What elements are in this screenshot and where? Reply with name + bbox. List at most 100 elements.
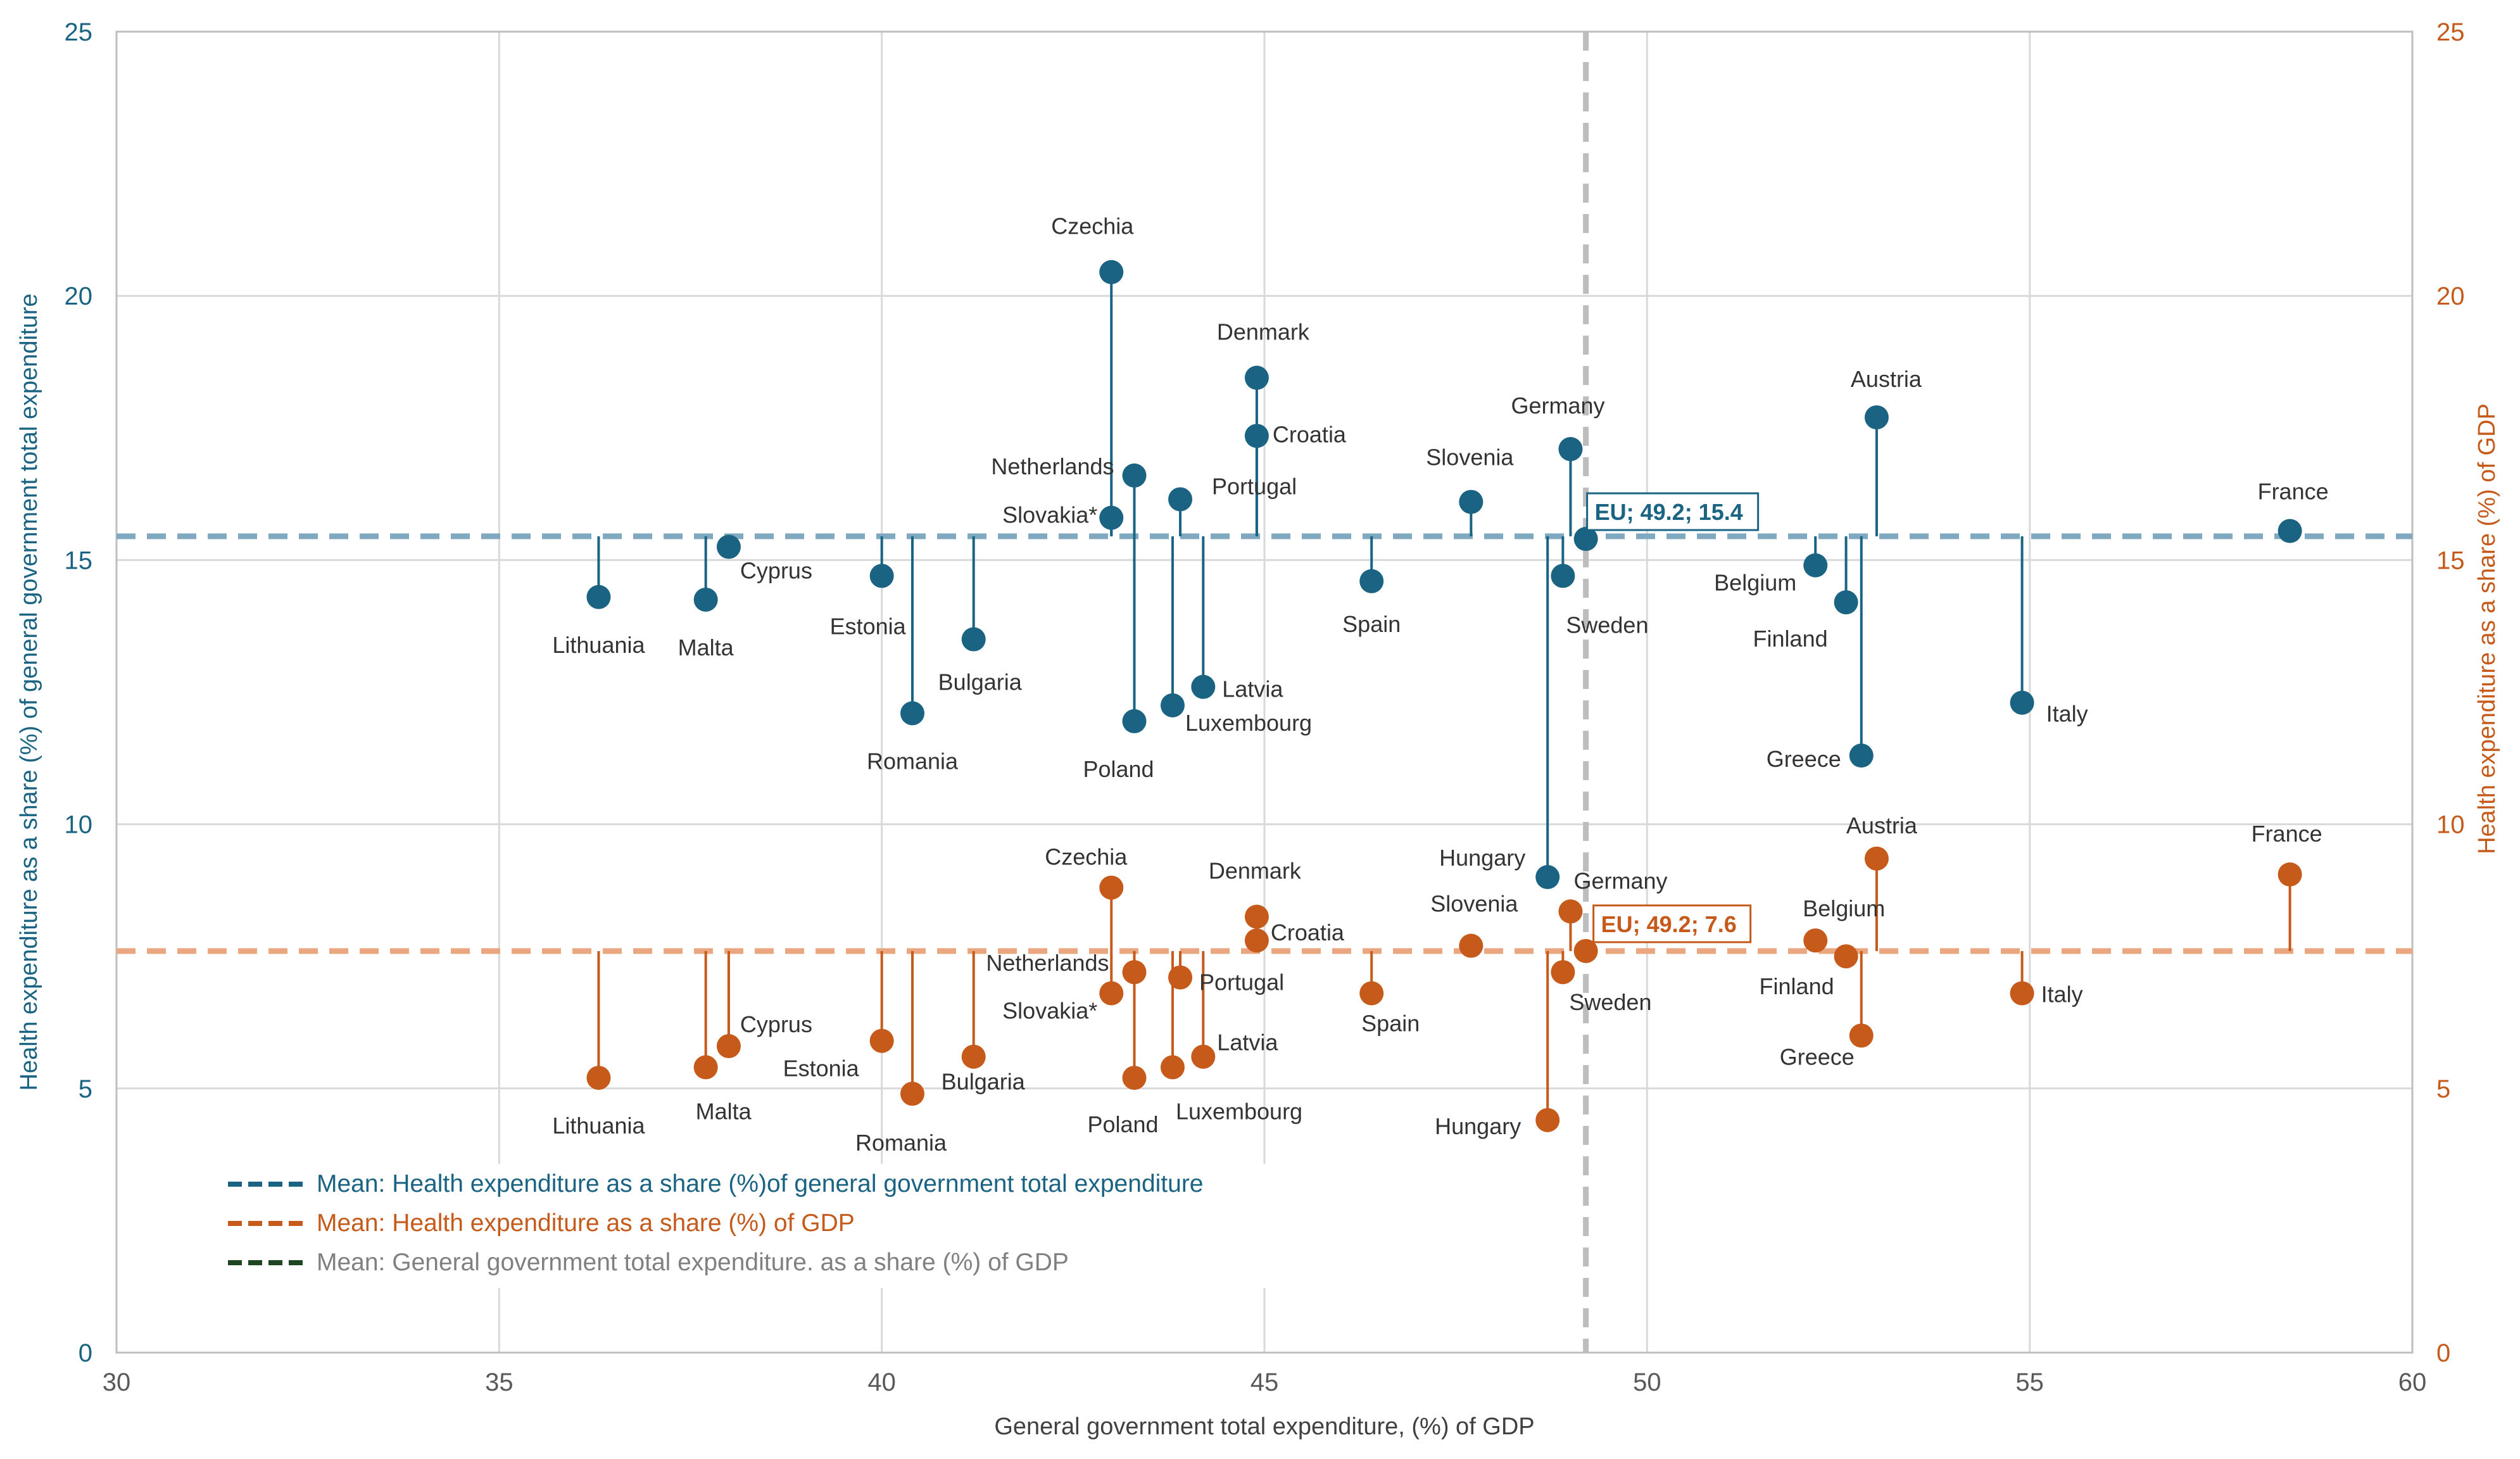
point-label-latvia-gov: Latvia: [1222, 676, 1283, 702]
eu-callout-label-gdp: EU; 49.2; 7.6: [1601, 911, 1737, 937]
point-label-italy-gov: Italy: [2046, 701, 2088, 727]
point-luxembourg-gdp: [1160, 1055, 1185, 1080]
x-tick-label: 35: [485, 1368, 513, 1396]
point-label-italy-gdp: Italy: [2041, 982, 2083, 1007]
x-tick-label: 40: [867, 1368, 896, 1396]
plot-frame: [115, 30, 2414, 1354]
mean-lines: [117, 32, 2412, 1353]
point-estonia-gdp: [869, 1028, 894, 1053]
point-label-lithuania-gov: Lithuania: [552, 632, 645, 658]
point-eu-gov: [1573, 527, 1598, 552]
point-label-portugal-gov: Portugal: [1212, 473, 1297, 499]
point-label-austria-gov: Austria: [1851, 366, 1922, 392]
point-hungary-gov: [1535, 865, 1560, 890]
point-label-luxembourg-gov: Luxembourg: [1185, 710, 1312, 736]
point-netherlands-gdp: [1122, 960, 1147, 985]
legend-background: [215, 1164, 1431, 1288]
x-tick-label: 30: [103, 1368, 131, 1396]
point-label-latvia-gdp: Latvia: [1217, 1030, 1278, 1056]
point-label-slovenia-gov: Slovenia: [1426, 445, 1514, 471]
point-lithuania-gdp: [586, 1066, 611, 1090]
point-sweden-gov: [1551, 564, 1575, 588]
point-germany-gov: [1558, 437, 1583, 462]
point-hungary-gdp: [1535, 1108, 1560, 1132]
point-label-poland-gov: Poland: [1083, 756, 1154, 782]
point-eu-gdp: [1573, 938, 1598, 963]
point-sweden-gdp: [1551, 960, 1575, 985]
y-left-tick-label: 15: [65, 546, 93, 574]
point-spain-gov: [1359, 569, 1384, 593]
point-germany-gdp: [1558, 899, 1583, 924]
point-denmark-gdp: [1244, 904, 1269, 929]
point-finland-gdp: [1834, 944, 1858, 969]
point-netherlands-gov: [1122, 463, 1147, 488]
point-label-spain-gov: Spain: [1342, 611, 1401, 637]
y-left-tick-label: 5: [79, 1075, 92, 1103]
y-right-axis-title: Health expenditure as a share (%) of GDP: [2474, 403, 2500, 854]
point-croatia-gdp: [1244, 928, 1269, 953]
point-label-slovenia-gdp: Slovenia: [1430, 891, 1518, 917]
point-label-greece-gov: Greece: [1767, 746, 1841, 772]
point-label-cyprus-gdp: Cyprus: [740, 1011, 812, 1037]
point-label-luxembourg-gdp: Luxembourg: [1176, 1098, 1302, 1124]
y-right-tick-label: 0: [2436, 1339, 2450, 1367]
point-italy-gdp: [2010, 981, 2034, 1006]
point-label-france-gdp: France: [2252, 821, 2322, 847]
y-right-tick-label: 10: [2436, 811, 2465, 839]
point-label-greece-gdp: Greece: [1780, 1044, 1855, 1070]
point-label-spain-gdp: Spain: [1361, 1011, 1420, 1037]
point-bulgaria-gdp: [961, 1044, 986, 1069]
point-czechia-gov: [1099, 260, 1124, 284]
point-label-hungary-gov: Hungary: [1439, 845, 1525, 871]
grid: [115, 30, 2414, 1354]
point-cyprus-gdp: [716, 1034, 741, 1059]
point-portugal-gdp: [1168, 965, 1193, 990]
point-label-estonia-gov: Estonia: [830, 613, 907, 639]
point-finland-gov: [1834, 590, 1858, 615]
point-label-austria-gdp: Austria: [1846, 812, 1918, 838]
y-right-tick-label: 25: [2436, 18, 2465, 46]
point-lithuania-gov: [586, 584, 611, 609]
point-label-netherlands-gdp: Netherlands: [986, 950, 1109, 976]
point-belgium-gdp: [1803, 928, 1828, 953]
point-austria-gdp: [1864, 846, 1889, 871]
point-france-gov: [2277, 519, 2302, 543]
point-label-bulgaria-gov: Bulgaria: [938, 669, 1023, 695]
point-label-belgium-gdp: Belgium: [1803, 895, 1885, 921]
y-right-tick-label: 5: [2436, 1075, 2450, 1103]
point-label-croatia-gov: Croatia: [1273, 421, 1347, 447]
point-labels: Czechia Denmark Croatia Austria Germany Nethe…: [552, 213, 2328, 1156]
y-left-axis-title: Health expenditure as a share (%) of gen…: [16, 294, 42, 1091]
eu-callout-box-gdp: [1592, 904, 1752, 944]
point-greece-gdp: [1849, 1023, 1874, 1048]
point-label-sweden-gdp: Sweden: [1569, 989, 1651, 1015]
point-label-czechia-gdp: Czechia: [1045, 844, 1128, 870]
x-tick-label: 60: [2398, 1368, 2427, 1396]
point-slovakia-gov: [1099, 505, 1124, 530]
eu-callout-box-gov: [1586, 492, 1760, 531]
point-label-malta-gov: Malta: [678, 635, 734, 660]
point-label-finland-gov: Finland: [1753, 626, 1828, 652]
legend-label-3: Mean: General government total expenditu…: [317, 1249, 1069, 1276]
point-label-denmark-gdp: Denmark: [1209, 858, 1302, 884]
x-tick-label: 50: [1633, 1368, 1661, 1396]
data-points: [586, 260, 2302, 1132]
point-label-bulgaria-gdp: Bulgaria: [942, 1069, 1026, 1095]
point-france-gdp: [2277, 862, 2302, 887]
point-poland-gdp: [1122, 1066, 1147, 1090]
point-latvia-gov: [1191, 674, 1216, 699]
point-denmark-gov: [1244, 365, 1269, 390]
point-label-belgium-gov: Belgium: [1714, 570, 1796, 596]
y-left-tick-label: 25: [65, 18, 93, 46]
x-tick-label: 55: [2015, 1368, 2044, 1396]
point-greece-gov: [1849, 743, 1874, 768]
point-czechia-gdp: [1099, 875, 1124, 900]
point-label-finland-gdp: Finland: [1760, 973, 1834, 999]
point-label-hungary-gdp: Hungary: [1435, 1113, 1521, 1139]
drop-lines: [597, 272, 2291, 1120]
point-luxembourg-gov: [1160, 693, 1185, 717]
point-poland-gov: [1122, 709, 1147, 733]
point-austria-gov: [1864, 405, 1889, 430]
point-malta-gov: [693, 587, 718, 612]
